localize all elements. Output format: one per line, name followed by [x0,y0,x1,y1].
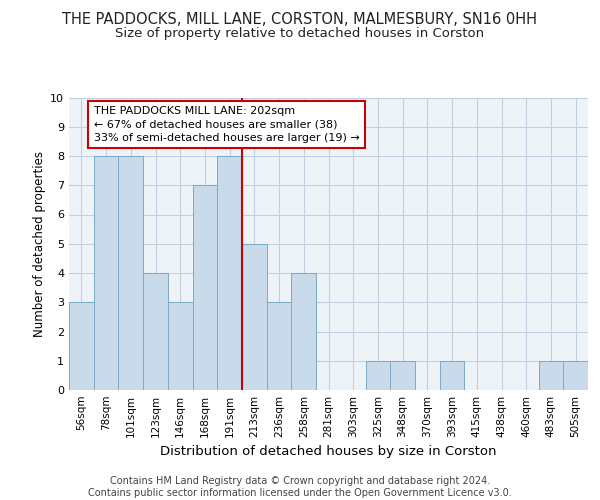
Bar [390,361,415,390]
Bar [292,273,316,390]
Bar [143,273,168,390]
Text: Contains HM Land Registry data © Crown copyright and database right 2024.
Contai: Contains HM Land Registry data © Crown c… [88,476,512,498]
Text: THE PADDOCKS, MILL LANE, CORSTON, MALMESBURY, SN16 0HH: THE PADDOCKS, MILL LANE, CORSTON, MALMES… [62,12,538,28]
Bar [69,302,94,390]
Bar [118,156,143,390]
Bar [440,361,464,390]
Bar [193,185,217,390]
Bar [217,156,242,390]
Y-axis label: Number of detached properties: Number of detached properties [33,151,46,337]
Text: Size of property relative to detached houses in Corston: Size of property relative to detached ho… [115,28,485,40]
Bar [365,361,390,390]
Bar [242,244,267,390]
Bar [168,302,193,390]
Text: THE PADDOCKS MILL LANE: 202sqm
← 67% of detached houses are smaller (38)
33% of : THE PADDOCKS MILL LANE: 202sqm ← 67% of … [94,106,359,142]
Bar [267,302,292,390]
X-axis label: Distribution of detached houses by size in Corston: Distribution of detached houses by size … [160,446,497,458]
Bar [539,361,563,390]
Bar [94,156,118,390]
Bar [563,361,588,390]
